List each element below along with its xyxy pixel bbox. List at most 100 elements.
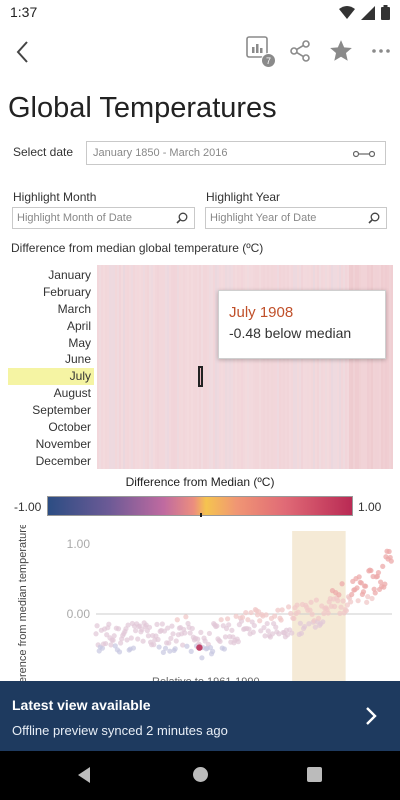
month-label[interactable]: June — [64, 352, 91, 367]
data-point — [217, 638, 223, 645]
heatmap-stripe — [365, 265, 367, 469]
heatmap-stripe — [307, 265, 309, 469]
heatmap-stripe — [165, 265, 167, 469]
month-label[interactable]: October — [48, 420, 91, 435]
heatmap-stripe — [361, 265, 363, 469]
more-options-icon[interactable] — [370, 39, 392, 63]
heatmap-stripe — [321, 265, 323, 469]
heatmap-stripe — [161, 265, 163, 469]
heatmap-stripe — [319, 265, 321, 469]
month-label[interactable]: March — [57, 301, 91, 316]
data-point — [128, 635, 134, 641]
select-date-filter[interactable]: January 1850 - March 2016 — [86, 141, 386, 165]
heatmap-stripe — [289, 265, 291, 469]
heatmap-stripe — [331, 265, 333, 469]
nav-recents-icon[interactable] — [307, 767, 322, 782]
heatmap-stripe — [299, 265, 301, 469]
heatmap-stripe — [265, 265, 267, 469]
heatmap-stripe — [125, 265, 127, 469]
heatmap-stripe — [187, 265, 189, 469]
data-point — [112, 643, 118, 649]
heatmap-stripe — [139, 265, 141, 469]
month-label[interactable]: April — [66, 318, 91, 333]
heatmap-stripe — [205, 265, 207, 469]
data-point — [140, 638, 146, 644]
heatmap-stripe — [287, 265, 289, 469]
heatmap-stripe — [293, 265, 295, 469]
heatmap-stripe — [207, 265, 209, 469]
data-point — [288, 610, 294, 617]
heatmap-stripe — [247, 265, 249, 469]
heatmap-stripe — [233, 265, 235, 469]
highlighted-data-point — [196, 644, 203, 651]
data-point — [224, 616, 231, 622]
heatmap-stripe — [271, 265, 273, 469]
heatmap-stripe — [223, 265, 225, 469]
heatmap-stripe — [345, 265, 347, 469]
data-point — [198, 629, 204, 635]
heatmap-stripe — [373, 265, 375, 469]
heatmap-stripe — [193, 265, 195, 469]
data-point — [166, 640, 172, 646]
heatmap-stripe — [309, 265, 311, 469]
month-label[interactable]: May — [68, 335, 91, 350]
heatmap-stripe — [285, 265, 287, 469]
data-point — [375, 569, 382, 576]
month-label[interactable]: July — [8, 368, 94, 386]
data-point — [156, 644, 162, 650]
heatmap-stripe — [97, 265, 99, 469]
heatmap-stripe — [151, 265, 153, 469]
heatmap-stripe — [369, 265, 371, 469]
heatmap-stripe — [297, 265, 299, 469]
data-point — [306, 621, 312, 627]
heatmap-stripe — [103, 265, 105, 469]
scatter-chart[interactable]: 1.00 0.00 Difference from median temperatu… — [0, 525, 400, 685]
star-favorite-icon[interactable] — [328, 38, 354, 64]
heatmap-stripe — [339, 265, 341, 469]
highlight-year-input[interactable]: Highlight Year of Date — [205, 207, 387, 229]
heatmap-stripe — [237, 265, 239, 469]
heatmap-stripe — [157, 265, 159, 469]
heatmap-stripe — [107, 265, 109, 469]
data-point — [289, 630, 295, 636]
data-point — [222, 634, 229, 640]
latest-view-banner[interactable]: Latest view available Offline preview sy… — [0, 681, 400, 751]
heatmap-stripe — [173, 265, 175, 469]
heatmap-stripe — [181, 265, 183, 469]
nav-home-icon[interactable] — [192, 766, 209, 783]
heatmap-stripe — [317, 265, 319, 469]
month-label[interactable]: August — [53, 386, 91, 401]
heatmap-stripe — [219, 265, 221, 469]
heatmap-stripe — [327, 265, 329, 469]
data-point — [229, 627, 235, 633]
selected-cell-marker[interactable] — [198, 366, 203, 387]
heatmap-stripe — [149, 265, 151, 469]
search-icon — [176, 212, 188, 224]
signal-icon — [361, 5, 375, 20]
back-arrow-icon[interactable] — [10, 38, 38, 66]
highlight-month-input[interactable]: Highlight Month of Date — [12, 207, 195, 229]
data-point — [360, 589, 367, 595]
month-label[interactable]: November — [35, 436, 91, 451]
share-icon[interactable] — [288, 39, 312, 63]
banner-title: Latest view available — [12, 697, 151, 713]
month-label[interactable]: December — [35, 453, 91, 468]
data-point — [154, 621, 160, 627]
data-point — [245, 617, 251, 623]
views-button[interactable]: 7 — [246, 36, 276, 68]
data-point — [276, 631, 282, 637]
data-point — [349, 591, 355, 598]
nav-back-icon[interactable] — [76, 766, 92, 784]
month-label[interactable]: January — [48, 268, 91, 282]
heatmap-stripe — [101, 265, 103, 469]
month-label[interactable]: September — [32, 403, 91, 418]
data-point — [295, 609, 301, 615]
data-point — [258, 628, 264, 634]
views-count-badge: 7 — [261, 53, 276, 68]
month-label[interactable]: February — [42, 284, 91, 299]
chevron-right-icon[interactable] — [364, 705, 378, 727]
data-point — [297, 620, 303, 626]
heatmap-stripe — [343, 265, 345, 469]
heatmap-stripe — [391, 265, 393, 469]
heatmap-stripe — [253, 265, 255, 469]
